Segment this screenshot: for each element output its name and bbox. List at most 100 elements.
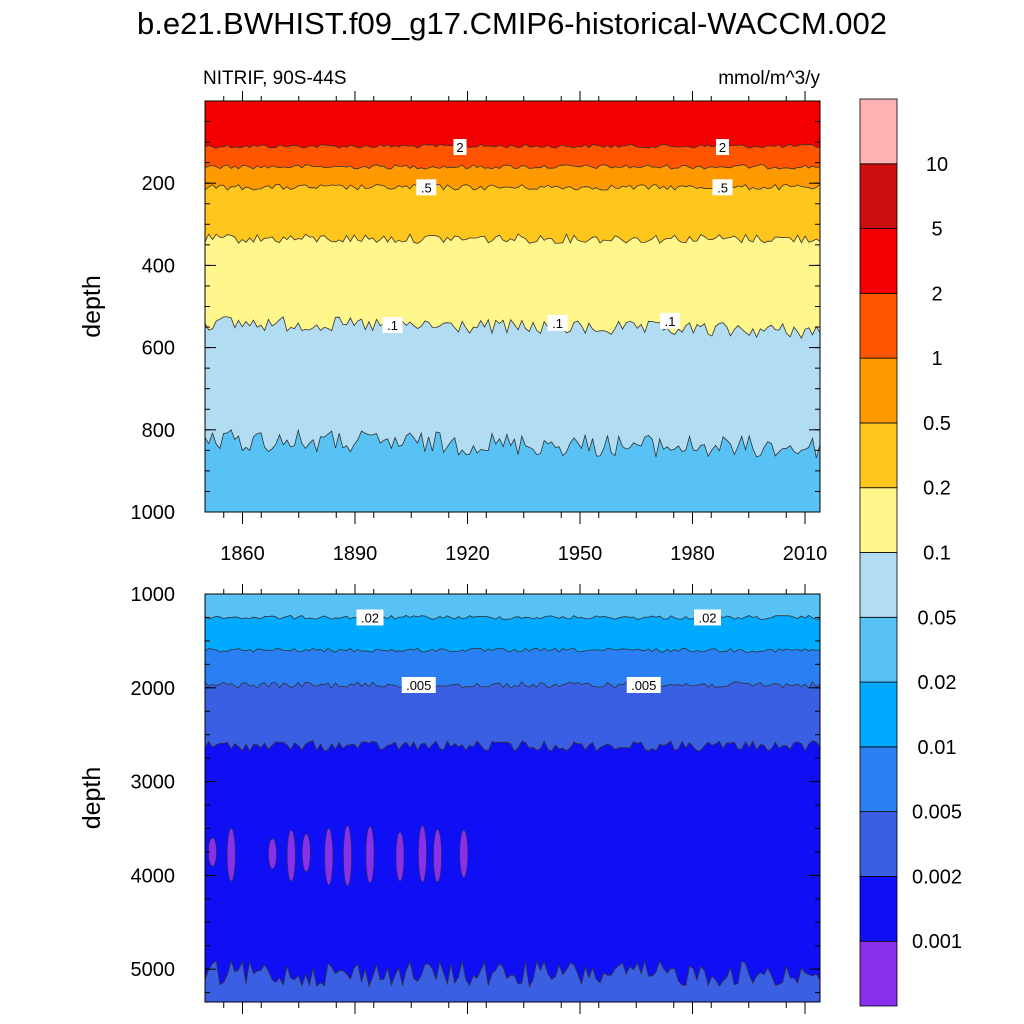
contour-line [205,428,820,459]
x-tick-label: 1920 [445,543,490,565]
contour-band [205,740,820,987]
colorbar-swatch [859,681,898,748]
y-tick-label: 4000 [131,865,176,887]
colorbar-label: 5 [931,219,942,241]
colorbar-swatch [859,163,898,229]
colorbar-swatch [859,746,898,813]
colorbar-swatch [859,422,898,489]
contour-label: .005 [631,678,656,693]
plot-frame [204,593,821,1003]
x-tick-label: 1890 [333,543,378,565]
contour-band [205,594,820,620]
contour-band [205,429,820,512]
contour-label: 2 [456,140,463,155]
colorbar-label: 0.02 [918,672,957,694]
y-tick-label: 600 [142,338,175,360]
y-tick-label: 200 [142,173,175,195]
colorbar-swatch [859,357,898,424]
contour-line [205,739,820,752]
colorbar-swatch [859,616,898,683]
colorbar-swatch [859,940,898,1007]
contour-line [205,316,820,339]
y-tick-label: 3000 [131,772,176,794]
panel-upper: 2 2 .5 .5 .1 .1 .1 200 400 600 800 1000 1860 1890 1920… [78,91,827,565]
contour-line [205,164,820,170]
x-tick-label: 1980 [670,543,715,565]
purple-patch [395,831,405,882]
colorbar: 0.001 0.002 0.005 0.01 0.02 0.05 0.1 0.2 0.5 1 2 5 1… [859,98,962,1007]
contour-label-bg [712,179,733,196]
y-tick-label: 400 [142,255,175,277]
colorbar-label: 0.05 [918,607,957,629]
purple-patch [268,838,277,870]
contour-label-bg [660,312,680,329]
colorbar-swatch [859,292,898,359]
x-tick-label: 1950 [558,543,603,565]
colorbar-label: 1 [931,348,942,370]
colorbar-label: 0.002 [912,866,962,888]
colorbar-swatch [859,876,898,942]
purple-patch [301,833,311,872]
contour-panels: 2 2 .5 .5 .1 .1 .1 200 400 600 800 1000 1860 1890 1920… [78,91,827,1014]
contour-label: .005 [406,678,431,693]
chart-title: b.e21.BWHIST.f09_g17.CMIP6-historical-WA… [137,6,887,41]
y-tick-label: 5000 [131,959,176,981]
contour-band [205,234,820,339]
contour-label: .1 [665,314,676,329]
contour-band [205,184,820,244]
contour-label-bg [401,676,436,693]
colorbar-label: 10 [926,154,948,176]
contour-label-bg [453,139,467,156]
variable-label: NITRIF, 90S-44S [203,68,347,89]
y-tick-label: 1000 [131,502,176,524]
y-tick-label: 800 [142,420,175,442]
colorbar-label: 2 [931,283,942,305]
contour-label: .02 [361,610,379,625]
contour-line [205,233,820,244]
contour-label-bg [716,139,729,156]
x-tick-label: 2010 [783,543,828,565]
purple-patch [459,830,469,878]
contour-label: .1 [387,318,398,333]
purple-patch [343,825,352,886]
x-tick-label: 1860 [220,543,265,565]
contour-label-bg [547,314,568,331]
colorbar-swatch [859,811,898,877]
colorbar-swatch [859,487,898,553]
colorbar-label: 0.005 [912,802,962,824]
contour-band [205,164,820,191]
contour-band [205,144,820,169]
purple-patch [226,828,236,882]
contour-label-bg [356,609,384,626]
contour-band [205,615,820,653]
purple-patch [365,826,375,884]
contour-band [205,648,820,689]
contour-label-bg [382,316,403,333]
contour-band [205,316,820,458]
y-tick-label: 2000 [131,678,176,700]
panel-lower: .02 .02 .005 .005 1000 2000 3000 4000 5000 depth [78,584,821,1014]
contour-label: .1 [552,316,563,331]
contour-band [205,960,820,1002]
contour-band [205,101,820,149]
y-axis-label: depth [78,767,106,830]
purple-patch [324,828,334,886]
colorbar-label: 0.01 [918,737,957,759]
colorbar-label: 0.2 [923,478,951,500]
y-tick-label: 1000 [131,584,176,606]
purple-patch [418,825,427,883]
purple-patch [433,829,442,883]
colorbar-label: 0.1 [923,543,951,565]
contour-label: .02 [698,610,716,625]
contour-line [205,959,820,988]
y-axis-label: depth [78,275,106,338]
contour-label-bg [416,179,437,196]
contour-label-bg [626,676,661,693]
colorbar-label: 0.001 [912,931,962,953]
colorbar-swatch [859,552,898,618]
contour-label: .5 [717,180,728,195]
colorbar-swatch [859,228,898,294]
units-label: mmol/m^3/y [718,68,820,89]
colorbar-swatch [859,98,898,165]
